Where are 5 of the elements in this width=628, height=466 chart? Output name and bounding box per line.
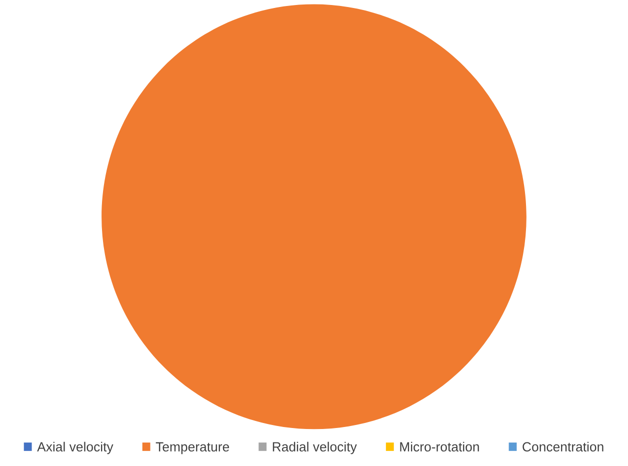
legend-label: Temperature bbox=[156, 442, 230, 454]
legend-label: Concentration bbox=[522, 442, 604, 452]
legend-label: Axial velocity bbox=[37, 442, 114, 454]
legend-label: Micro-rotation bbox=[400, 442, 479, 452]
legend-label: Radial velocity bbox=[272, 442, 357, 454]
